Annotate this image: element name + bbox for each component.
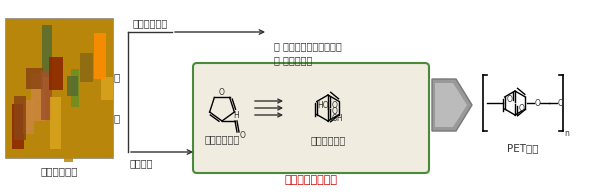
Text: O: O — [332, 101, 338, 110]
Bar — [23, 100, 34, 134]
Text: O: O — [240, 131, 246, 140]
Text: 実: 実 — [114, 72, 120, 82]
Polygon shape — [435, 83, 467, 127]
Bar — [5, 18, 113, 158]
Bar — [94, 33, 106, 79]
Text: フルフラール: フルフラール — [205, 134, 239, 144]
Polygon shape — [432, 79, 472, 131]
Text: テレフタル酸: テレフタル酸 — [310, 135, 346, 145]
Bar — [26, 68, 43, 89]
Text: 工業生産: 工業生産 — [130, 158, 154, 168]
Text: O: O — [558, 99, 564, 107]
Bar — [41, 71, 52, 120]
Bar — [71, 69, 79, 107]
Text: O: O — [519, 103, 525, 113]
Text: ・ 家畜の飼料: ・ 家畜の飼料 — [274, 55, 313, 65]
Text: HO: HO — [317, 101, 329, 110]
Bar — [64, 122, 73, 162]
Bar — [80, 53, 93, 82]
Text: O: O — [332, 106, 338, 115]
Bar — [31, 73, 46, 121]
Text: 農産物として: 農産物として — [133, 18, 168, 28]
Bar — [13, 104, 24, 149]
FancyBboxPatch shape — [193, 63, 429, 173]
Text: H: H — [233, 111, 239, 120]
Text: 芯: 芯 — [114, 113, 120, 123]
Text: トウモロコシ: トウモロコシ — [40, 166, 78, 176]
Bar — [50, 97, 61, 149]
Text: O: O — [219, 88, 225, 97]
Text: PET樹脂: PET樹脂 — [507, 143, 539, 153]
Text: 開発したプロセス: 開発したプロセス — [284, 175, 337, 185]
Text: ・ 穀物として人間の食糧: ・ 穀物として人間の食糧 — [274, 41, 342, 51]
Bar — [49, 57, 63, 90]
Text: OH: OH — [332, 113, 344, 122]
Text: n: n — [564, 129, 569, 138]
Text: O: O — [535, 99, 541, 107]
Bar — [14, 96, 26, 140]
Bar — [67, 75, 78, 96]
Text: O: O — [507, 94, 513, 103]
Bar — [43, 25, 52, 77]
Bar — [101, 77, 113, 100]
